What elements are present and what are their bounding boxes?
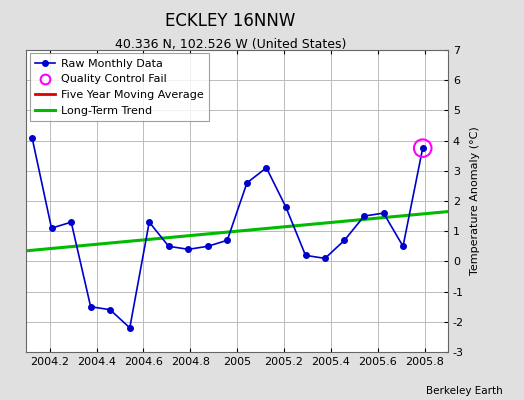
Text: Berkeley Earth: Berkeley Earth bbox=[427, 386, 503, 396]
Y-axis label: Temperature Anomaly (°C): Temperature Anomaly (°C) bbox=[470, 127, 479, 275]
Text: ECKLEY 16NNW: ECKLEY 16NNW bbox=[166, 12, 296, 30]
Point bbox=[419, 145, 427, 151]
Text: 40.336 N, 102.526 W (United States): 40.336 N, 102.526 W (United States) bbox=[115, 38, 346, 51]
Legend: Raw Monthly Data, Quality Control Fail, Five Year Moving Average, Long-Term Tren: Raw Monthly Data, Quality Control Fail, … bbox=[29, 53, 209, 121]
